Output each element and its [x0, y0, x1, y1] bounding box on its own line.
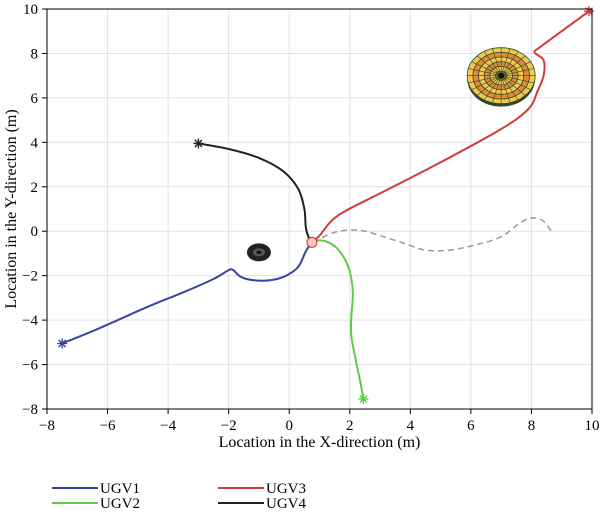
start-marker-ugv4: [193, 138, 204, 149]
legend-item-ugv2: UGV2: [52, 496, 140, 512]
y-tick-label: −4: [22, 313, 38, 329]
x-tick-label: −6: [100, 418, 116, 434]
y-tick-label: 8: [31, 46, 39, 62]
series-line-ugv4: [197, 142, 313, 244]
x-tick-label: 0: [285, 418, 293, 434]
x-tick-label: −8: [39, 418, 55, 434]
legend-item-ugv3: UGV3: [218, 481, 306, 497]
x-tick-label: 8: [528, 418, 536, 434]
legend-label: UGV2: [100, 496, 140, 512]
series-line-ugv1: [61, 241, 313, 345]
series-line-ugv3: [310, 10, 590, 244]
start-marker-ugv2: [358, 394, 369, 404]
x-tick-label: 10: [585, 418, 600, 434]
x-tick-label: 2: [346, 418, 354, 434]
y-tick-label: 0: [31, 224, 39, 240]
start-marker-ugv1: [57, 338, 68, 349]
series-line-ugv2: [310, 239, 365, 400]
x-tick-label: −4: [160, 418, 176, 434]
y-tick-label: −8: [22, 402, 38, 418]
axes: −8 −6 −4 −2 0 2 4 6 8 10 −8 −6 −4 −2 0 2 4 6 8 10: [22, 2, 599, 434]
reference-path: [313, 217, 554, 252]
y-tick-label: −6: [22, 358, 38, 374]
y-tick-label: 4: [31, 135, 39, 151]
legend-item-ugv4: UGV4: [218, 496, 306, 512]
legend-label: UGV4: [266, 496, 306, 512]
y-tick-label: 10: [23, 2, 38, 18]
x-tick-label: −2: [221, 418, 237, 434]
markers: [57, 6, 594, 404]
x-tick-label: 4: [407, 418, 415, 434]
obstacle-large: [466, 47, 536, 107]
x-tick-label: 6: [467, 418, 475, 434]
y-tick-label: −2: [22, 269, 38, 285]
plot-frame: [46, 8, 593, 410]
obstacles: [246, 47, 536, 262]
legend-item-ugv1: UGV1: [52, 481, 140, 497]
series-lines: [61, 10, 590, 400]
y-axis-title: Location in the Y-direction (m): [3, 109, 20, 308]
obstacle-small: [246, 243, 271, 262]
y-tick-label: 6: [31, 91, 39, 107]
y-tick-label: 2: [31, 180, 39, 196]
legend-label: UGV1: [100, 481, 140, 497]
x-axis-title: Location in the X-direction (m): [219, 434, 421, 451]
meeting-point: [306, 236, 318, 248]
legend-label: UGV3: [266, 481, 306, 497]
